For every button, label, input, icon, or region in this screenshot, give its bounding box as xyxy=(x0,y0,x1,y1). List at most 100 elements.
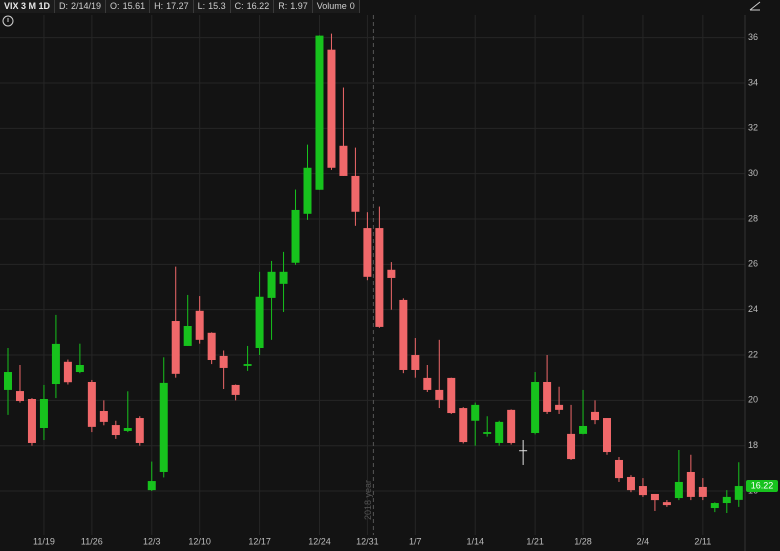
header-value: 15.3 xyxy=(208,1,226,11)
y-tick-label: 34 xyxy=(748,77,758,87)
candle-body xyxy=(710,503,719,509)
candle-body xyxy=(195,310,204,340)
draw-tool-icon[interactable] xyxy=(749,1,761,11)
candle-body xyxy=(662,502,671,506)
header-item: D: 2/14/19 xyxy=(55,0,107,13)
candle-body xyxy=(39,398,48,429)
header-label: C: xyxy=(234,1,244,11)
header-label: R: xyxy=(278,1,288,11)
candle-body xyxy=(291,209,300,263)
x-tick-label: 1/7 xyxy=(409,536,422,546)
last-price-tag xyxy=(746,480,778,493)
candle-body xyxy=(171,321,180,374)
y-tick-label: 20 xyxy=(748,395,758,405)
y-tick-label: 30 xyxy=(748,168,758,178)
last-price-label: 16.22 xyxy=(751,480,774,490)
candle-body xyxy=(27,398,36,443)
y-tick-label: 36 xyxy=(748,32,758,42)
x-tick-label: 12/24 xyxy=(308,536,331,546)
candle-body xyxy=(183,326,192,346)
candle-body xyxy=(543,381,552,412)
candle-body xyxy=(147,481,156,491)
candle-body xyxy=(411,355,420,370)
candle-body xyxy=(363,228,372,277)
candle-body xyxy=(399,299,408,370)
x-tick-label: 12/10 xyxy=(188,536,211,546)
candle-body xyxy=(734,486,743,500)
candle-body xyxy=(111,425,120,436)
candle-body xyxy=(231,384,240,395)
y-tick-label: 22 xyxy=(748,349,758,359)
x-tick-label: 12/17 xyxy=(248,536,271,546)
header-item: H: 17.27 xyxy=(150,0,194,13)
header-label: Volume xyxy=(316,1,347,11)
header-item: L: 15.3 xyxy=(194,0,231,13)
header-label: O: xyxy=(110,1,120,11)
candle-body xyxy=(447,377,456,414)
candle-body xyxy=(207,332,216,361)
header-item: Volume 0 xyxy=(313,0,360,13)
candle-body xyxy=(722,496,731,504)
header-value: 0 xyxy=(349,1,355,11)
candle-body xyxy=(471,404,480,421)
year-annotation: 2018 year xyxy=(363,480,373,520)
candle-body xyxy=(459,408,468,443)
candle-body xyxy=(243,364,252,366)
candle-body xyxy=(87,381,96,427)
y-tick-label: 18 xyxy=(748,440,758,450)
header-value: 1.97 xyxy=(290,1,308,11)
x-tick-label: 11/26 xyxy=(81,536,103,546)
x-tick-label: 2/4 xyxy=(637,536,650,546)
x-tick-label: 12/3 xyxy=(143,536,161,546)
candle-body xyxy=(698,486,707,497)
candle-body xyxy=(626,476,635,491)
candle-body xyxy=(315,35,324,190)
header-label: D: xyxy=(59,1,69,11)
candle-body xyxy=(579,425,588,434)
header-item: O: 15.61 xyxy=(106,0,151,13)
candle-body xyxy=(603,418,611,453)
y-tick-label: 24 xyxy=(748,304,758,314)
y-tick-label: 32 xyxy=(748,123,758,133)
candle-body xyxy=(303,167,312,214)
y-tick-label: 26 xyxy=(748,259,758,269)
y-tick-label: 28 xyxy=(748,213,758,223)
info-icon[interactable] xyxy=(2,15,14,27)
candle-body xyxy=(614,459,623,479)
candle-body xyxy=(483,432,492,434)
candle-body xyxy=(650,493,659,501)
candle-body xyxy=(351,175,360,212)
header-value: 16.22 xyxy=(246,1,270,11)
candle-body xyxy=(75,364,84,373)
candle-body xyxy=(674,481,683,499)
header-label: L: xyxy=(197,1,206,11)
x-tick-label: 11/19 xyxy=(33,536,55,546)
candle-body xyxy=(63,361,72,383)
header-value: 17.27 xyxy=(166,1,189,11)
candle-body xyxy=(686,471,695,497)
header-label: H: xyxy=(154,1,164,11)
header-item: R: 1.97 xyxy=(274,0,313,13)
candle-body xyxy=(123,428,132,431)
header-value: 15.61 xyxy=(122,1,146,11)
candle-body xyxy=(51,343,60,385)
candle-body xyxy=(99,411,108,422)
candle-body xyxy=(267,271,276,298)
candle-body xyxy=(15,391,24,402)
x-tick-label: 1/21 xyxy=(526,536,544,546)
candle-body xyxy=(219,355,228,368)
x-tick-label: 1/14 xyxy=(466,536,484,546)
header-value: 2/14/19 xyxy=(71,1,102,11)
candle-body xyxy=(531,381,540,433)
candle-body xyxy=(387,269,396,278)
candle-body xyxy=(519,450,528,452)
candle-body xyxy=(279,271,288,284)
candle-body xyxy=(495,421,504,443)
candle-body xyxy=(327,49,336,168)
candle-body xyxy=(567,433,576,460)
candle-body xyxy=(135,418,144,443)
header-field: VIX 3 M 1D xyxy=(0,0,56,13)
candle-body xyxy=(507,409,516,443)
candle-body xyxy=(638,486,647,496)
